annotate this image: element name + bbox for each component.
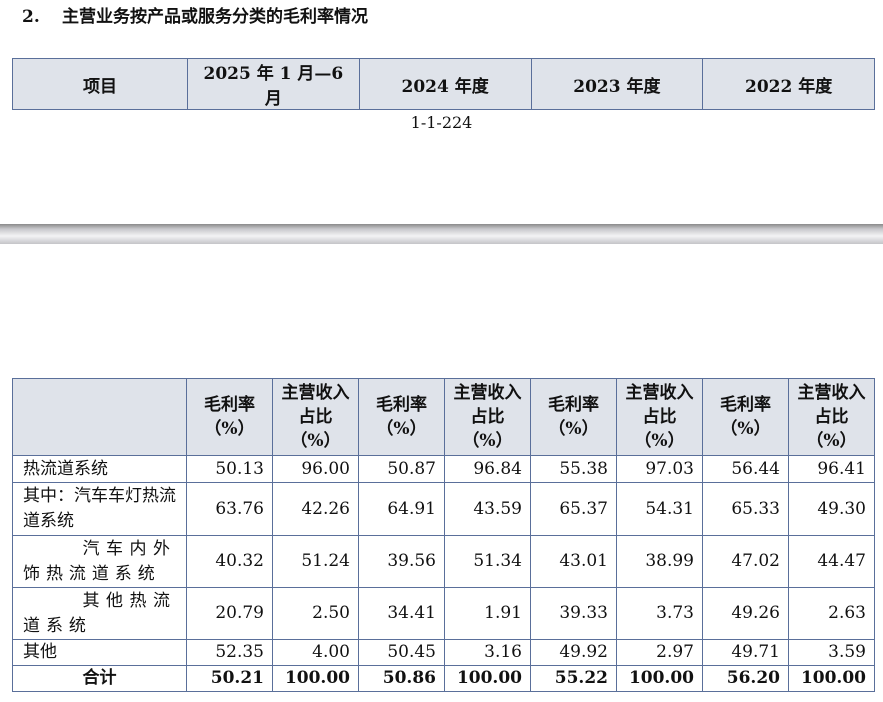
- total-row: 合计 50.21 100.00 50.86 100.00 55.22 100.00 56.20…: [12, 665, 875, 692]
- value-cell: 50.86: [358, 665, 445, 692]
- page-break-divider: [0, 224, 883, 244]
- value-cell: 55.22: [530, 665, 617, 692]
- empty-header-cell: [12, 378, 187, 456]
- header-item: 项目: [12, 58, 188, 110]
- table-header-page1: 项目 2025 年 1 月—6 月 2024 年度 2023 年度 2022 年…: [12, 58, 875, 110]
- value-cell: 100.00: [444, 665, 531, 692]
- value-cell: 55.38: [530, 455, 617, 483]
- value-cell: 42.26: [272, 482, 359, 536]
- subheader: 毛利率（%）: [702, 378, 789, 456]
- subheader: 主营收入占比（%）: [788, 378, 875, 456]
- row-label: 合计: [12, 665, 187, 692]
- subheader: 毛利率（%）: [358, 378, 445, 456]
- value-cell: 44.47: [788, 535, 875, 588]
- table-row: 汽车内外饰热流道系统 40.32 51.24 39.56 51.34 43.01 38.99…: [12, 535, 875, 588]
- value-cell: 49.30: [788, 482, 875, 536]
- value-cell: 39.56: [358, 535, 445, 588]
- value-cell: 63.76: [186, 482, 273, 536]
- value-cell: 43.59: [444, 482, 531, 536]
- subheader: 主营收入占比（%）: [616, 378, 703, 456]
- value-cell: 20.79: [186, 587, 273, 640]
- subheader: 主营收入占比（%）: [272, 378, 359, 456]
- value-cell: 96.84: [444, 455, 531, 483]
- section-heading: 2. 主营业务按产品或服务分类的毛利率情况: [22, 2, 368, 27]
- row-label: 汽车内外饰热流道系统: [12, 535, 187, 588]
- row-label: 其他热流道系统: [12, 587, 187, 640]
- value-cell: 50.21: [186, 665, 273, 692]
- value-cell: 3.59: [788, 639, 875, 666]
- value-cell: 4.00: [272, 639, 359, 666]
- value-cell: 50.87: [358, 455, 445, 483]
- value-cell: 3.73: [616, 587, 703, 640]
- value-cell: 65.33: [702, 482, 789, 536]
- table-row: 其他热流道系统 20.79 2.50 34.41 1.91 39.33 3.73 49.26 2…: [12, 587, 875, 640]
- value-cell: 2.50: [272, 587, 359, 640]
- value-cell: 49.92: [530, 639, 617, 666]
- subheader: 毛利率（%）: [530, 378, 617, 456]
- value-cell: 40.32: [186, 535, 273, 588]
- value-cell: 3.16: [444, 639, 531, 666]
- value-cell: 43.01: [530, 535, 617, 588]
- value-cell: 54.31: [616, 482, 703, 536]
- page-number: 1-1-224: [410, 113, 473, 132]
- value-cell: 1.91: [444, 587, 531, 640]
- value-cell: 51.34: [444, 535, 531, 588]
- section-title: 主营业务按产品或服务分类的毛利率情况: [62, 7, 368, 27]
- value-cell: 56.44: [702, 455, 789, 483]
- value-cell: 100.00: [788, 665, 875, 692]
- value-cell: 52.35: [186, 639, 273, 666]
- header-2023: 2023 年度: [530, 58, 704, 110]
- header-2022: 2022 年度: [702, 58, 875, 110]
- value-cell: 50.45: [358, 639, 445, 666]
- subheader: 毛利率（%）: [186, 378, 273, 456]
- value-cell: 96.41: [788, 455, 875, 483]
- value-cell: 38.99: [616, 535, 703, 588]
- table-row: 热流道系统 50.13 96.00 50.87 96.84 55.38 97.03 56.44…: [12, 455, 875, 483]
- value-cell: 50.13: [186, 455, 273, 483]
- value-cell: 49.26: [702, 587, 789, 640]
- row-label: 其他: [12, 639, 187, 666]
- value-cell: 47.02: [702, 535, 789, 588]
- header-2024: 2024 年度: [358, 58, 532, 110]
- value-cell: 56.20: [702, 665, 789, 692]
- value-cell: 97.03: [616, 455, 703, 483]
- section-number: 2.: [22, 7, 40, 27]
- table-row: 其中：汽车车灯热流道系统 63.76 42.26 64.91 43.59 65.37 54.…: [12, 482, 875, 536]
- gross-margin-table: 毛利率（%） 主营收入占比（%） 毛利率（%） 主营收入占比（%） 毛利率（%）…: [12, 378, 875, 692]
- subheader: 主营收入占比（%）: [444, 378, 531, 456]
- subheader-row: 毛利率（%） 主营收入占比（%） 毛利率（%） 主营收入占比（%） 毛利率（%）…: [12, 378, 875, 456]
- row-label: 热流道系统: [12, 455, 187, 483]
- value-cell: 39.33: [530, 587, 617, 640]
- value-cell: 2.63: [788, 587, 875, 640]
- value-cell: 65.37: [530, 482, 617, 536]
- value-cell: 34.41: [358, 587, 445, 640]
- value-cell: 64.91: [358, 482, 445, 536]
- value-cell: 96.00: [272, 455, 359, 483]
- header-2025h1: 2025 年 1 月—6 月: [187, 58, 360, 110]
- row-label: 其中：汽车车灯热流道系统: [12, 482, 187, 536]
- value-cell: 100.00: [616, 665, 703, 692]
- value-cell: 49.71: [702, 639, 789, 666]
- value-cell: 51.24: [272, 535, 359, 588]
- table-row: 其他 52.35 4.00 50.45 3.16 49.92 2.97 49.71 3.59: [12, 639, 875, 666]
- value-cell: 2.97: [616, 639, 703, 666]
- value-cell: 100.00: [272, 665, 359, 692]
